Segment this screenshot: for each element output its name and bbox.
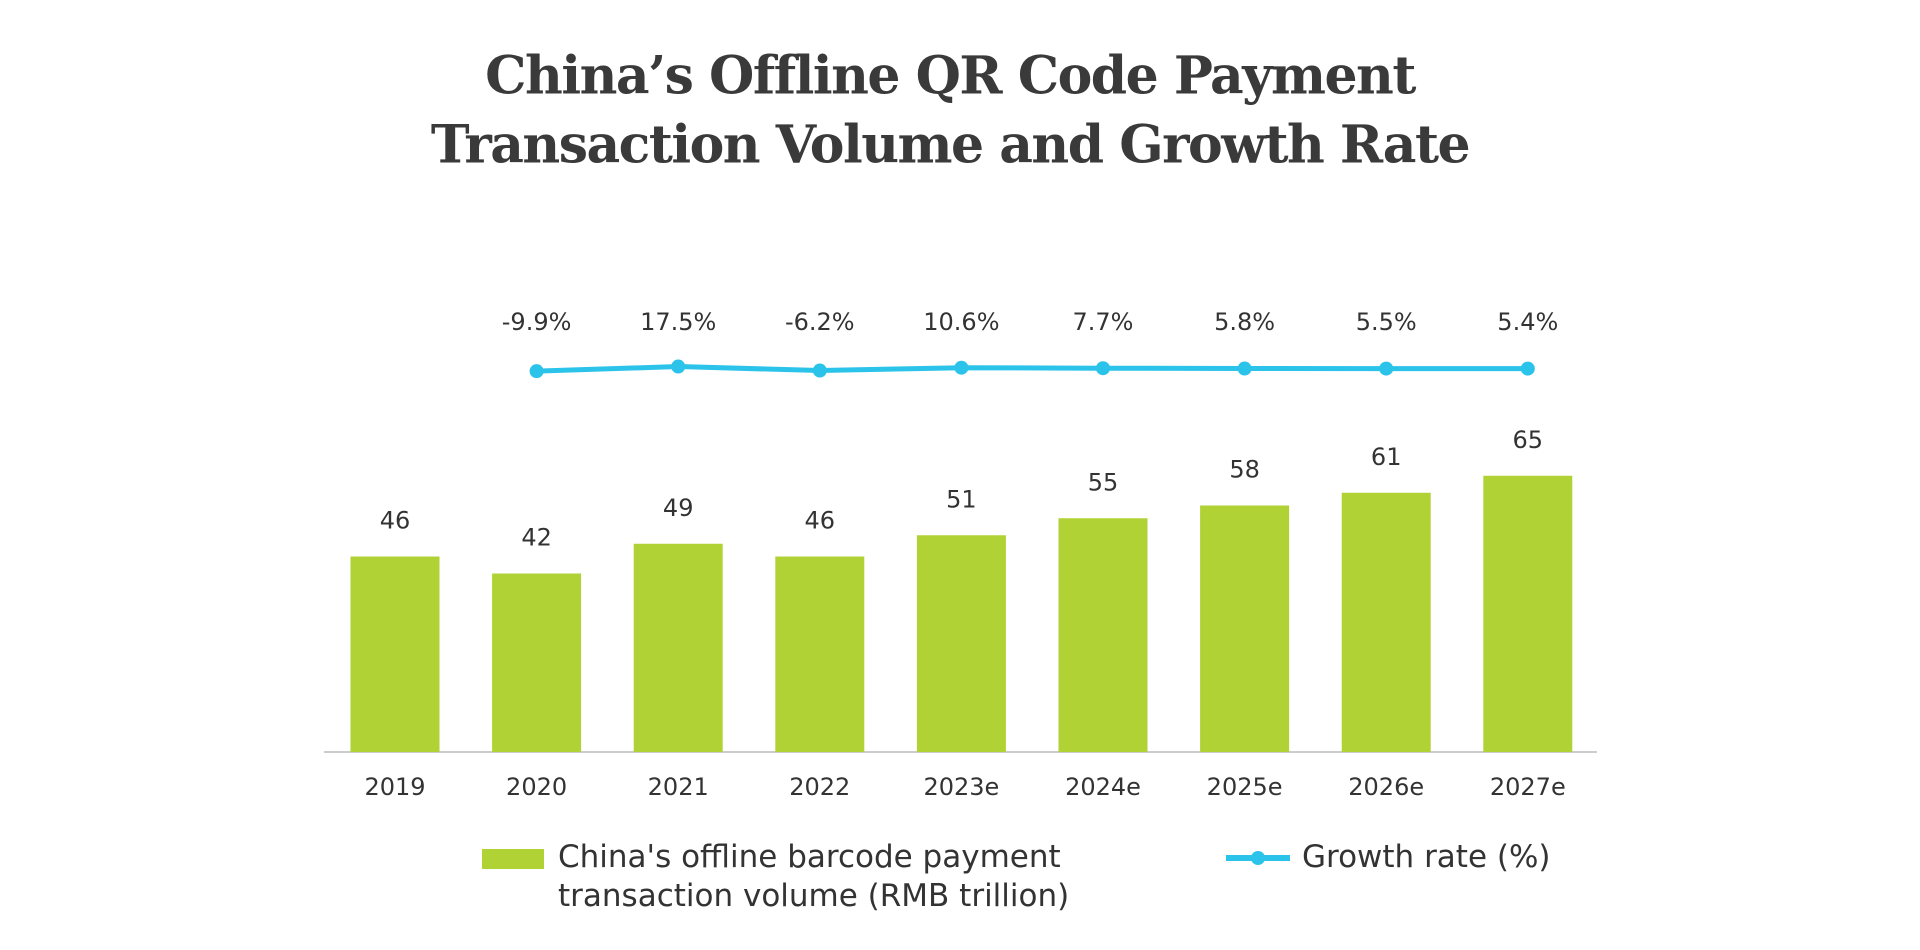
line	[536, 364, 1528, 374]
point	[1379, 361, 1394, 376]
data-label: 5.4%	[1497, 308, 1558, 336]
data-label: 49	[663, 494, 694, 522]
data-label: 17.5%	[640, 308, 716, 336]
point	[1096, 361, 1110, 376]
data-label: -9.9%	[502, 308, 572, 336]
bar	[1483, 475, 1573, 752]
chart-title: China’s Offline QR Code Payment	[485, 46, 1416, 107]
bar	[1200, 505, 1290, 752]
x-tick-label: 2021	[648, 773, 709, 801]
data-label: 5.8%	[1214, 308, 1275, 336]
bar	[492, 573, 582, 752]
point	[1520, 361, 1535, 376]
x-tick-label: 2027e	[1490, 773, 1566, 801]
data-label: -6.2%	[785, 308, 855, 336]
point	[812, 363, 827, 378]
data-label: 5.5%	[1356, 308, 1417, 336]
x-tick-label: 2023e	[923, 773, 999, 801]
bar	[1341, 492, 1431, 752]
legend-swatch	[1251, 851, 1265, 865]
x-tick-label: 2026e	[1348, 773, 1424, 801]
data-label: 65	[1513, 426, 1544, 454]
point	[1237, 361, 1252, 376]
data-label: 61	[1371, 443, 1402, 471]
data-label: 46	[380, 507, 411, 535]
data-label: 7.7%	[1073, 308, 1134, 336]
legend-label: Growth rate (%)	[1302, 839, 1551, 875]
x-tick-label: 2025e	[1207, 773, 1283, 801]
point	[529, 364, 544, 379]
point	[671, 359, 686, 374]
legend-label: China's offline barcode payment transact…	[558, 839, 1070, 914]
data-label: 46	[805, 507, 836, 535]
data-label: 10.6%	[923, 308, 999, 336]
bar	[350, 556, 440, 752]
point	[954, 360, 969, 375]
bar	[633, 543, 723, 752]
bar	[916, 535, 1006, 752]
bar	[1058, 518, 1148, 752]
legend-swatch	[482, 849, 544, 869]
bar	[775, 556, 865, 752]
data-label: 55	[1088, 468, 1119, 496]
x-tick-label: 2019	[364, 773, 425, 801]
x-tick-label: 2024e	[1065, 773, 1141, 801]
data-label: 51	[946, 485, 977, 513]
data-label: 58	[1229, 456, 1260, 484]
chart-title: Transaction Volume and Growth Rate	[431, 115, 1469, 176]
x-tick-label: 2020	[506, 773, 567, 801]
x-tick-label: 2022	[789, 773, 850, 801]
data-label: 42	[521, 524, 552, 552]
